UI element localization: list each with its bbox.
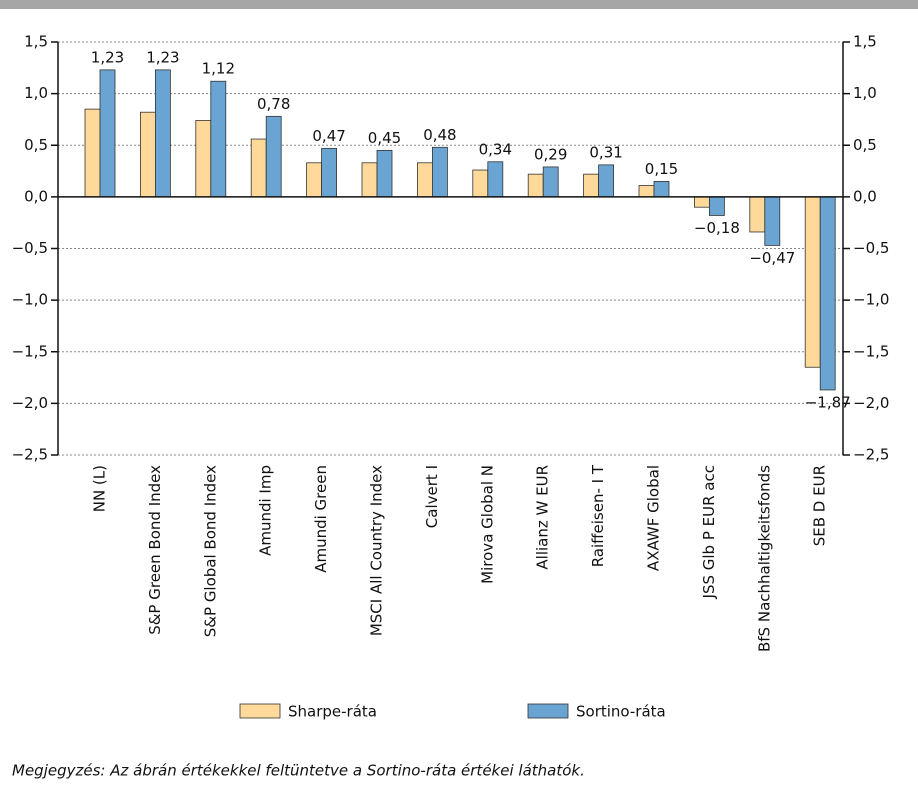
bar xyxy=(195,120,212,198)
x-tick-label: Amundi Imp xyxy=(257,465,275,556)
bar xyxy=(416,162,433,198)
value-label: 1,23 xyxy=(91,48,124,66)
bar xyxy=(804,196,821,368)
bar xyxy=(265,115,282,198)
value-label: 0,47 xyxy=(312,127,345,145)
value-label: 0,29 xyxy=(534,145,567,163)
bar xyxy=(583,173,599,198)
bar xyxy=(709,196,725,216)
x-tick-label: Amundi Green xyxy=(312,465,330,573)
y-tick-label: −2,0 xyxy=(12,394,48,412)
bar xyxy=(139,111,156,198)
bar xyxy=(527,173,544,198)
y2-tick-label: −1,5 xyxy=(853,342,889,360)
bar xyxy=(210,80,227,198)
y-tick-label: 1,5 xyxy=(24,33,48,51)
y2-tick-label: 1,5 xyxy=(853,33,877,51)
value-label: 1,23 xyxy=(146,48,179,66)
bar xyxy=(764,196,781,246)
value-label: −1,87 xyxy=(805,393,851,411)
y2-tick-label: 0,5 xyxy=(853,136,877,154)
y2-tick-label: −0,5 xyxy=(853,239,889,257)
y2-tick-label: −2,5 xyxy=(853,446,889,464)
bar xyxy=(542,166,559,198)
bar xyxy=(819,196,836,391)
bar xyxy=(749,196,766,233)
bar xyxy=(154,69,171,198)
legend-label: Sortino-ráta xyxy=(576,703,666,721)
y-tick-label: −1,0 xyxy=(12,291,48,309)
y2-tick-label: 0,0 xyxy=(853,187,877,205)
x-tick-label: Allianz W EUR xyxy=(534,465,552,570)
y-tick-label: −0,5 xyxy=(12,239,48,257)
x-tick-label: SEB D EUR xyxy=(811,465,829,546)
bar xyxy=(598,164,614,198)
x-tick-label: Mirova Global N xyxy=(478,465,496,584)
value-label: 0,78 xyxy=(257,95,290,113)
note: Megjegyzés: Az ábrán értékekkel feltünte… xyxy=(12,762,585,780)
bar xyxy=(250,138,267,198)
bar xyxy=(321,147,338,198)
bar xyxy=(84,108,101,198)
value-label: 0,34 xyxy=(479,140,512,158)
y-tick-label: 0,5 xyxy=(24,136,48,154)
x-tick-label: JSS Glb P EUR acc xyxy=(700,465,718,599)
legend-swatch xyxy=(239,703,281,719)
x-tick-label: S&P Global Bond Index xyxy=(201,465,219,637)
value-label: −0,18 xyxy=(694,219,740,237)
bar xyxy=(376,150,393,198)
y-tick-label: −2,5 xyxy=(12,446,48,464)
legend-swatch xyxy=(527,703,569,719)
x-tick-label: AXAWF Global xyxy=(645,465,663,571)
x-tick-label: NN (L) xyxy=(91,465,109,512)
bar xyxy=(99,69,116,198)
y-tick-label: 1,0 xyxy=(24,84,48,102)
legend-label: Sharpe-ráta xyxy=(288,703,377,721)
x-tick-label: Calvert I xyxy=(423,465,441,528)
top-band xyxy=(0,0,918,9)
value-label: 0,15 xyxy=(645,160,678,178)
value-label: 0,45 xyxy=(368,129,401,147)
y-tick-label: 0,0 xyxy=(24,187,48,205)
bar xyxy=(694,196,710,208)
value-label: 0,31 xyxy=(589,143,622,161)
bar xyxy=(487,161,504,198)
x-tick-label: BfS Nachhaltigkeitsfonds xyxy=(755,465,773,652)
value-label: 1,12 xyxy=(202,60,235,78)
value-label: 0,48 xyxy=(423,126,456,144)
bar xyxy=(638,185,655,198)
bar xyxy=(306,162,323,198)
y-tick-label: −1,5 xyxy=(12,342,48,360)
x-tick-label: S&P Green Bond Index xyxy=(146,465,164,635)
x-tick-label: Raiffeisen- I T xyxy=(589,464,607,567)
value-label: −0,47 xyxy=(749,249,795,267)
y2-tick-label: −2,0 xyxy=(853,394,889,412)
bar xyxy=(653,180,670,198)
bar xyxy=(472,169,489,198)
y2-tick-label: 1,0 xyxy=(853,84,877,102)
y2-tick-label: −1,0 xyxy=(853,291,889,309)
x-tick-label: MSCI All Country Index xyxy=(368,465,386,636)
bar xyxy=(431,146,448,198)
bar xyxy=(361,162,378,198)
